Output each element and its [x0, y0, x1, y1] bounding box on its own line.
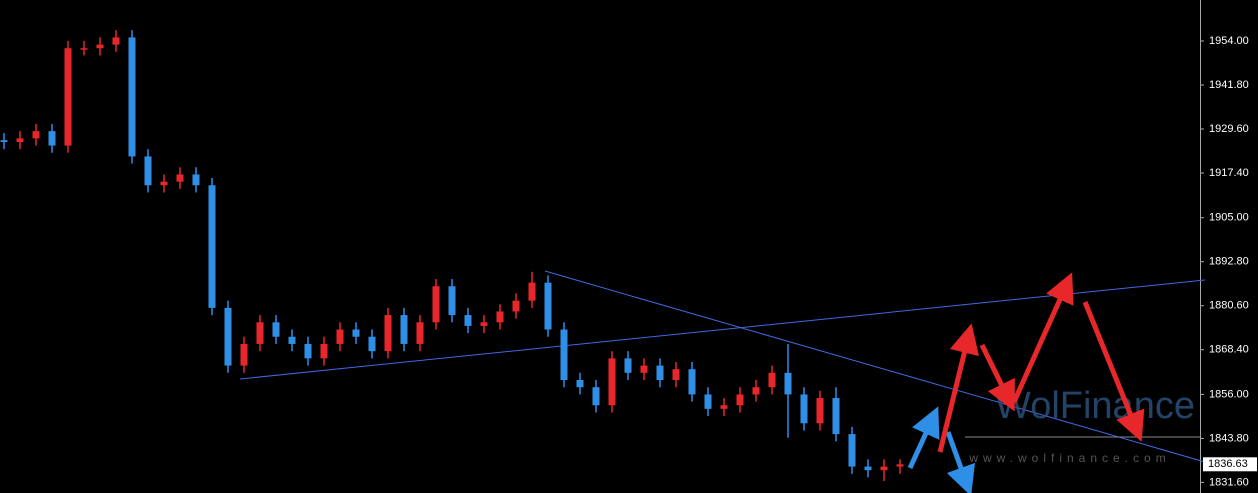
trend-line — [239, 279, 1206, 380]
candle-body — [144, 156, 152, 186]
candle-body — [176, 174, 184, 182]
candle-body — [880, 466, 888, 471]
candle-body — [352, 329, 360, 337]
candle-body — [672, 369, 680, 381]
candle-body — [64, 48, 72, 146]
candle-body — [224, 307, 232, 366]
candle-body — [784, 372, 792, 395]
forecast-arrow — [1082, 301, 1145, 442]
watermark-url: www.wolfinance.com — [968, 451, 1170, 465]
candle-body — [528, 282, 536, 301]
candle-body — [32, 131, 40, 139]
candle-body — [320, 343, 328, 359]
candle-body — [368, 336, 376, 352]
candle-body — [80, 48, 88, 50]
forecast-arrow — [945, 431, 976, 493]
candle-body — [592, 387, 600, 406]
candle-body — [640, 365, 648, 373]
candle-body — [608, 358, 616, 406]
current-price-label: 1836.63 — [1208, 458, 1248, 470]
candle-body — [304, 343, 312, 359]
forecast-arrows — [907, 272, 1145, 493]
y-tick-label: 1917.40 — [1209, 167, 1249, 179]
candle-body — [688, 369, 696, 395]
y-tick-label: 1868.40 — [1209, 344, 1249, 356]
forecast-arrow — [937, 323, 979, 453]
candle-body — [800, 394, 808, 424]
candle-body — [624, 358, 632, 373]
candle-body — [96, 44, 104, 49]
current-price-box — [1203, 457, 1257, 472]
candle-body — [128, 37, 136, 157]
forecast-arrow — [979, 343, 1015, 412]
candle-body — [496, 311, 504, 323]
y-tick-label: 1929.60 — [1209, 123, 1249, 135]
y-tick-label: 1954.00 — [1209, 35, 1249, 47]
candle-body — [16, 138, 24, 142]
y-tick-label: 1856.00 — [1209, 388, 1249, 400]
candle-body — [512, 300, 520, 312]
candle-body — [576, 380, 584, 388]
candle-body — [896, 464, 904, 467]
candle-body — [432, 286, 440, 323]
y-tick-label: 1905.00 — [1209, 212, 1249, 224]
candle-body — [480, 322, 488, 326]
candle-body — [656, 365, 664, 381]
trend-line — [544, 270, 1206, 463]
y-tick-label: 1831.60 — [1209, 476, 1249, 488]
candle-body — [736, 394, 744, 406]
candle-body — [704, 394, 712, 409]
candle-body — [560, 329, 568, 381]
candle-body — [160, 181, 168, 186]
candle-body — [240, 343, 248, 366]
candle-body — [864, 466, 872, 471]
candle-body — [832, 398, 840, 435]
candle-body — [48, 131, 56, 146]
candle-body — [816, 398, 824, 424]
y-tick-label: 1892.80 — [1209, 256, 1249, 268]
candle-body — [256, 322, 264, 344]
y-tick-label: 1843.80 — [1209, 432, 1249, 444]
candle-body — [464, 315, 472, 326]
candle-body — [0, 140, 8, 142]
candle-body — [720, 405, 728, 409]
candle-body — [288, 336, 296, 344]
forecast-arrow — [907, 406, 940, 470]
plot-area — [0, 30, 904, 481]
candle-body — [208, 185, 216, 308]
candle-body — [272, 322, 280, 337]
candle-body — [544, 282, 552, 330]
candle-body — [336, 329, 344, 344]
y-tick-label: 1880.60 — [1209, 300, 1249, 312]
watermark: WolFinance — [995, 385, 1195, 427]
candle-body — [448, 286, 456, 316]
candle-body — [112, 37, 120, 45]
candle-body — [416, 322, 424, 344]
candle-body — [192, 174, 200, 186]
candle-body — [384, 315, 392, 352]
y-tick-label: 1941.80 — [1209, 79, 1249, 91]
candle-body — [752, 387, 760, 395]
candle-body — [400, 315, 408, 344]
forecast-arrow — [1011, 272, 1074, 404]
candle-body — [768, 372, 776, 388]
candle-body — [848, 434, 856, 467]
